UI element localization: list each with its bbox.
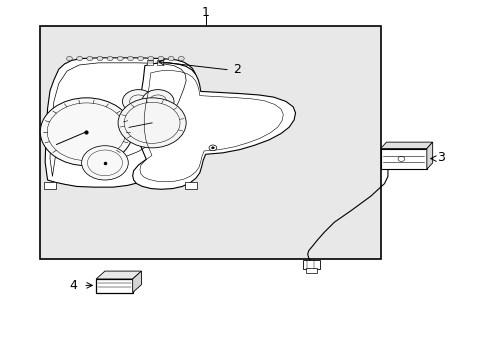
- Text: 3: 3: [437, 151, 445, 165]
- Circle shape: [66, 57, 72, 61]
- Text: 4: 4: [69, 279, 77, 292]
- Circle shape: [158, 57, 163, 61]
- Circle shape: [178, 57, 184, 61]
- Text: 1: 1: [201, 6, 209, 19]
- Text: 2: 2: [233, 63, 241, 76]
- Circle shape: [97, 57, 102, 61]
- Polygon shape: [96, 271, 141, 279]
- Bar: [305, 268, 317, 273]
- Polygon shape: [132, 63, 295, 189]
- Circle shape: [208, 145, 216, 151]
- Bar: [157, 60, 163, 65]
- Circle shape: [77, 57, 82, 61]
- Bar: [96, 279, 132, 293]
- Circle shape: [117, 57, 123, 61]
- Circle shape: [87, 57, 93, 61]
- Bar: [302, 260, 320, 269]
- Bar: [185, 182, 197, 189]
- Bar: [380, 149, 426, 169]
- Circle shape: [168, 57, 174, 61]
- Circle shape: [107, 57, 113, 61]
- Polygon shape: [426, 142, 432, 169]
- Polygon shape: [132, 271, 141, 293]
- Circle shape: [211, 147, 214, 149]
- Circle shape: [40, 98, 132, 166]
- Circle shape: [118, 98, 186, 148]
- Polygon shape: [45, 58, 196, 187]
- Circle shape: [122, 90, 154, 113]
- Polygon shape: [380, 142, 432, 149]
- Circle shape: [127, 57, 133, 61]
- Circle shape: [138, 57, 143, 61]
- Bar: [147, 60, 153, 65]
- Bar: [40, 26, 380, 258]
- Circle shape: [147, 57, 153, 61]
- Circle shape: [81, 146, 128, 180]
- Bar: [44, 182, 56, 189]
- Circle shape: [142, 90, 174, 113]
